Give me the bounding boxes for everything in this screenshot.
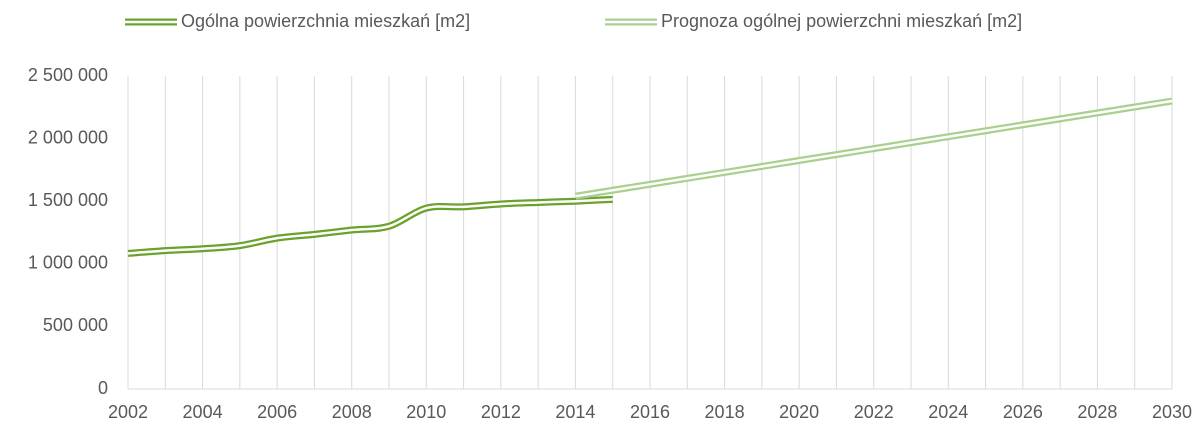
x-tick-label: 2006: [257, 402, 297, 422]
x-tick-label: 2014: [555, 402, 595, 422]
series-line-inner: [575, 99, 1173, 198]
x-tick-label: 2018: [705, 402, 745, 422]
legend-label: Prognoza ogólnej powierzchni mieszkań [m…: [661, 11, 1022, 31]
x-tick-label: 2026: [1003, 402, 1043, 422]
y-tick-label: 2 500 000: [28, 65, 108, 85]
y-tick-label: 1 500 000: [28, 190, 108, 210]
x-tick-label: 2030: [1152, 402, 1192, 422]
x-tick-label: 2002: [108, 402, 148, 422]
x-tick-label: 2022: [854, 402, 894, 422]
x-tick-label: 2008: [332, 402, 372, 422]
legend-label: Ogólna powierzchnia mieszkań [m2]: [181, 11, 470, 31]
y-tick-label: 1 000 000: [28, 253, 108, 273]
x-tick-label: 2012: [481, 402, 521, 422]
x-tick-label: 2028: [1077, 402, 1117, 422]
x-tick-label: 2020: [779, 402, 819, 422]
y-tick-label: 500 000: [43, 315, 108, 335]
series-line: [127, 195, 613, 257]
x-tick-label: 2024: [928, 402, 968, 422]
y-tick-label: 0: [98, 378, 108, 398]
x-tick-label: 2010: [406, 402, 446, 422]
series-line-inner: [127, 198, 613, 255]
y-tick-label: 2 000 000: [28, 127, 108, 147]
x-tick-label: 2016: [630, 402, 670, 422]
x-tick-label: 2004: [183, 402, 223, 422]
